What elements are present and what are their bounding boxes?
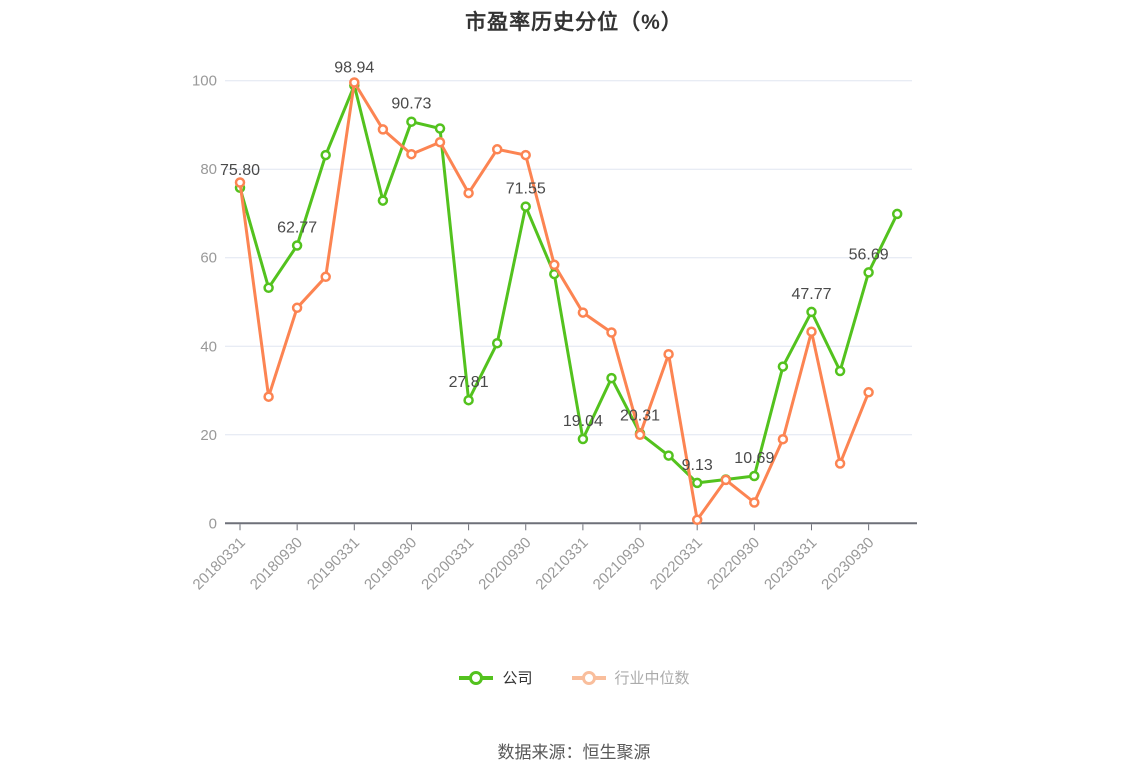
data-point-marker <box>834 365 846 377</box>
data-point-marker <box>691 514 703 526</box>
data-point-marker <box>291 302 303 314</box>
x-axis-label: 20210331 <box>532 534 591 593</box>
y-axis-label: 0 <box>209 515 217 532</box>
data-point-marker <box>834 458 846 469</box>
data-point-marker <box>463 187 474 199</box>
company-series-icon <box>459 670 494 685</box>
data-point-marker <box>749 470 760 482</box>
data-label: 71.55 <box>506 181 546 198</box>
data-point-marker <box>491 144 503 155</box>
data-point-marker <box>549 259 560 271</box>
data-point-marker <box>749 497 760 508</box>
y-axis-label: 80 <box>200 161 217 178</box>
x-axis-label: 20230930 <box>818 534 877 593</box>
x-axis-label: 20200930 <box>475 534 534 593</box>
x-axis-label: 20190930 <box>361 534 420 593</box>
data-point-marker <box>891 208 903 220</box>
data-point-marker <box>606 372 617 384</box>
data-point-marker <box>863 267 874 278</box>
data-point-marker <box>806 306 817 318</box>
legend-label-industry-median: 行业中位数 <box>614 670 690 687</box>
data-label: 90.73 <box>391 96 431 113</box>
data-point-marker <box>320 271 331 283</box>
data-label: 19.04 <box>563 413 603 430</box>
data-point-marker <box>406 148 417 160</box>
data-label: 10.69 <box>734 450 774 467</box>
data-point-marker <box>320 149 331 161</box>
y-axis-label: 100 <box>192 73 217 90</box>
data-point-marker <box>863 387 874 398</box>
x-axis-label: 20230331 <box>761 534 820 593</box>
x-axis-label: 20210930 <box>590 534 649 593</box>
data-point-marker <box>577 307 589 318</box>
data-point-marker <box>434 123 446 134</box>
legend-item-industry-median[interactable]: 行业中位数 <box>571 667 690 688</box>
x-axis-label: 20180331 <box>190 534 249 593</box>
data-point-marker <box>634 429 646 441</box>
data-point-marker <box>720 474 732 486</box>
data-point-marker <box>377 195 389 206</box>
data-point-marker <box>663 348 674 360</box>
x-axis-label: 20220930 <box>704 534 763 593</box>
data-point-marker <box>263 391 274 402</box>
data-label: 56.69 <box>849 246 889 263</box>
data-point-marker <box>691 477 703 489</box>
data-point-marker <box>234 177 246 188</box>
legend-label-company: 公司 <box>502 670 533 687</box>
data-point-marker <box>663 450 674 461</box>
data-point-marker <box>520 149 531 161</box>
data-point-marker <box>463 394 474 406</box>
data-point-marker <box>377 124 389 135</box>
x-axis-label: 20180930 <box>247 534 306 593</box>
y-axis-label: 60 <box>200 250 217 267</box>
data-label: 62.77 <box>277 219 317 236</box>
data-point-marker <box>577 433 589 445</box>
x-axis-label: 20220331 <box>647 534 706 593</box>
data-point-marker <box>520 201 531 212</box>
line-chart-canvas: 0 20 40 60 80 100 2018033120180930201903312019… <box>190 59 917 593</box>
legend-item-company[interactable]: 公司 <box>458 667 533 688</box>
legend: 公司 行业中位数 <box>0 667 1148 688</box>
y-axis-label: 20 <box>200 427 217 444</box>
data-label: 27.81 <box>449 374 489 391</box>
data-label: 47.77 <box>791 286 831 303</box>
data-point-marker <box>777 433 789 445</box>
data-label: 98.94 <box>334 59 374 76</box>
source-note: 数据来源：恒生聚源 <box>497 743 651 762</box>
x-axis-label: 20200331 <box>418 534 477 593</box>
data-point-marker <box>406 116 417 127</box>
data-point-marker <box>291 240 303 251</box>
data-label: 9.13 <box>682 457 713 474</box>
y-axis-label: 40 <box>200 338 217 355</box>
x-axis-label: 20190331 <box>304 534 363 593</box>
data-point-marker <box>777 361 789 372</box>
data-label: 20.31 <box>620 407 660 424</box>
data-point-marker <box>606 327 617 338</box>
data-point-marker <box>349 77 360 88</box>
series-line-company <box>238 83 899 485</box>
data-point-marker <box>434 136 446 148</box>
chart-title: 市盈率历史分位（%） <box>465 11 683 34</box>
data-point-marker <box>263 282 274 294</box>
data-point-marker <box>806 326 817 337</box>
data-label: 75.80 <box>220 162 260 179</box>
data-point-marker <box>491 337 503 349</box>
industry-median-series-icon <box>571 670 606 685</box>
